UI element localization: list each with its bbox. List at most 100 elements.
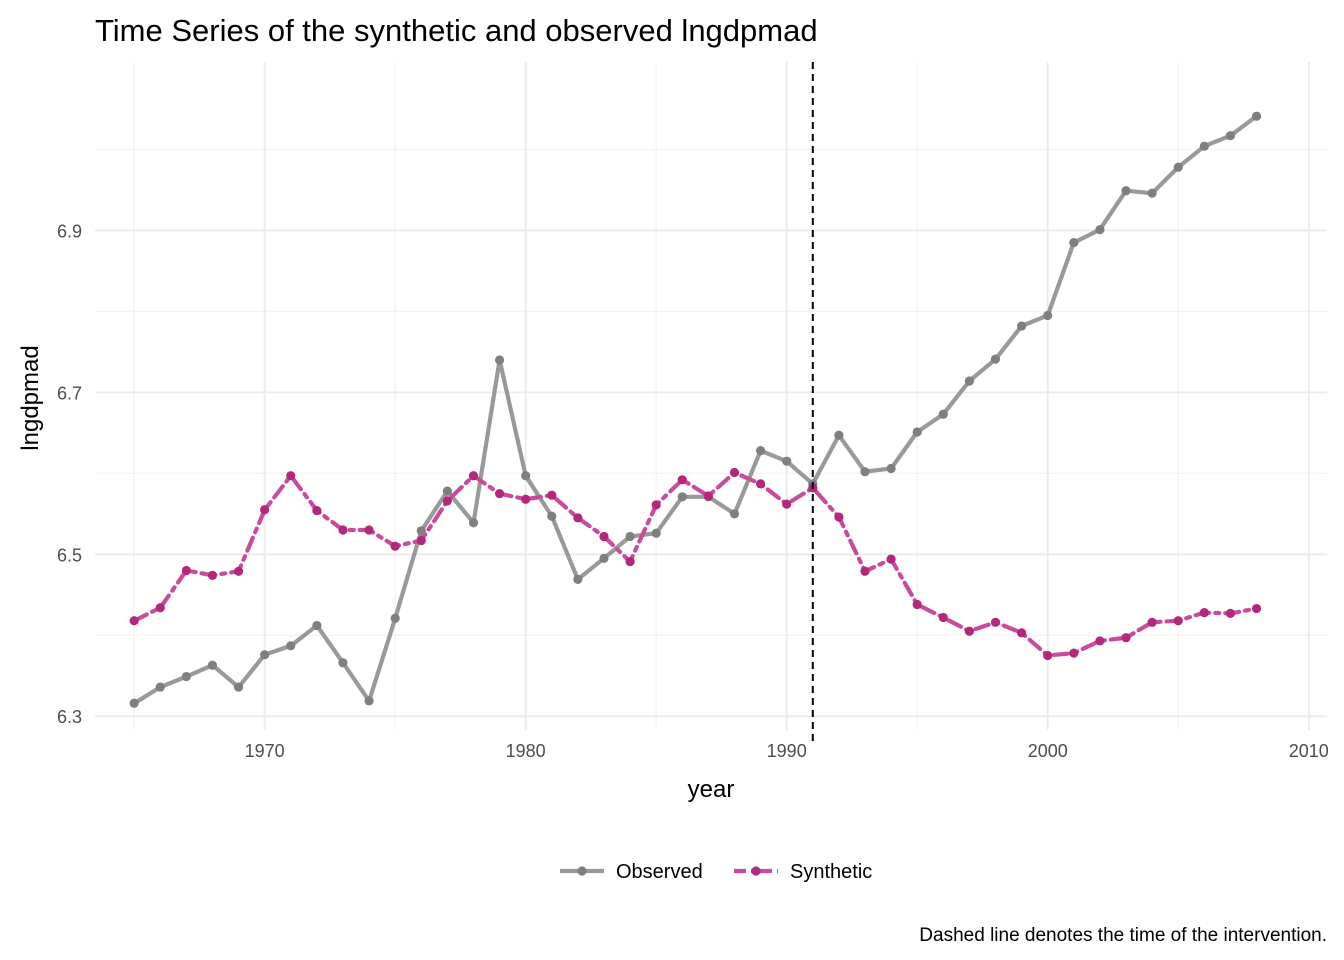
data-point-synthetic: [416, 535, 426, 546]
data-point-synthetic: [573, 513, 583, 523]
data-point-synthetic: [468, 471, 479, 481]
data-point-synthetic: [1095, 636, 1105, 646]
data-point-observed: [1173, 162, 1183, 172]
data-point-observed: [860, 467, 870, 477]
data-point-observed: [547, 511, 557, 521]
data-point-synthetic: [286, 471, 296, 481]
data-point-synthetic: [755, 479, 766, 489]
data-point-observed: [782, 456, 792, 466]
data-point-synthetic: [703, 491, 713, 501]
data-point-observed: [521, 471, 531, 481]
data-point-observed: [260, 650, 270, 660]
data-point-observed: [181, 671, 191, 682]
data-point-synthetic: [260, 505, 270, 515]
series-line-synthetic: [132, 470, 1259, 658]
legend-key-point-synthetic: [751, 866, 761, 876]
data-point-synthetic: [599, 531, 609, 542]
data-point-synthetic: [442, 496, 452, 506]
data-point-observed: [755, 446, 766, 456]
data-point-observed: [1017, 321, 1027, 331]
data-point-observed: [651, 528, 661, 538]
x-tick-label: 1980: [506, 741, 546, 761]
legend: Observed Synthetic: [560, 861, 872, 883]
y-tick-label: 6.9: [57, 221, 82, 241]
data-point-observed: [233, 682, 244, 692]
data-point-observed: [364, 696, 374, 706]
data-point-observed: [1251, 111, 1262, 121]
series-layer: [129, 111, 1262, 708]
data-point-synthetic: [912, 599, 922, 610]
data-point-observed: [573, 574, 583, 584]
data-point-observed: [416, 526, 426, 536]
y-axis-tick-labels: 6.3 6.5 6.7 6.9: [57, 221, 82, 727]
data-point-synthetic: [625, 556, 635, 567]
data-point-observed: [729, 509, 740, 519]
data-point-observed: [625, 531, 635, 542]
x-tick-label: 1970: [245, 741, 285, 761]
legend-label-observed: Observed: [616, 861, 703, 883]
data-point-observed: [494, 355, 505, 365]
chart-title: Time Series of the synthetic and observe…: [95, 13, 818, 48]
data-point-synthetic: [364, 525, 374, 535]
data-point-observed: [1199, 141, 1209, 151]
data-point-synthetic: [155, 603, 165, 613]
data-point-synthetic: [494, 488, 505, 499]
data-point-synthetic: [938, 612, 948, 623]
data-point-observed: [886, 463, 896, 474]
data-point-observed: [834, 430, 844, 440]
data-point-observed: [286, 641, 296, 651]
data-point-synthetic: [312, 505, 322, 516]
x-axis-tick-labels: 1970 1980 1990 2000 2010: [245, 741, 1329, 761]
data-point-observed: [207, 660, 218, 670]
y-tick-label: 6.7: [57, 383, 82, 403]
data-point-observed: [155, 682, 165, 692]
data-point-synthetic: [521, 494, 531, 504]
data-point-synthetic: [1043, 650, 1053, 661]
legend-label-synthetic: Synthetic: [790, 861, 872, 883]
data-point-observed: [1095, 225, 1105, 235]
data-point-observed: [677, 492, 687, 502]
data-point-synthetic: [651, 500, 661, 510]
data-point-observed: [129, 698, 139, 708]
data-point-observed: [1147, 188, 1157, 198]
data-point-observed: [990, 354, 1001, 364]
data-point-observed: [338, 658, 348, 668]
chart-caption: Dashed line denotes the time of the inte…: [919, 925, 1327, 946]
data-point-observed: [312, 620, 322, 631]
data-point-synthetic: [390, 541, 400, 551]
data-point-synthetic: [1069, 648, 1079, 658]
data-point-synthetic: [547, 490, 557, 500]
data-point-observed: [912, 427, 922, 437]
data-point-observed: [1043, 310, 1053, 321]
y-axis-title: lngdpmad: [17, 345, 44, 450]
x-axis-title: year: [688, 776, 735, 803]
data-point-observed: [1069, 237, 1079, 248]
major-gridlines: [95, 62, 1327, 730]
data-point-observed: [964, 376, 975, 386]
data-point-synthetic: [1225, 608, 1236, 619]
data-point-synthetic: [207, 570, 218, 580]
y-tick-label: 6.5: [57, 545, 82, 565]
data-point-synthetic: [1147, 617, 1157, 627]
data-point-synthetic: [1251, 603, 1262, 614]
data-point-synthetic: [729, 467, 740, 478]
data-point-synthetic: [233, 566, 244, 576]
series-line-observed: [132, 114, 1259, 706]
data-point-synthetic: [782, 499, 792, 509]
data-point-synthetic: [677, 475, 687, 485]
minor-gridlines: [95, 62, 1327, 730]
legend-key-point-observed: [577, 866, 587, 876]
data-point-synthetic: [338, 525, 348, 535]
data-point-synthetic: [1199, 607, 1209, 618]
data-point-synthetic: [1173, 616, 1183, 626]
data-point-observed: [599, 553, 609, 563]
x-tick-label: 2000: [1028, 741, 1068, 761]
data-point-synthetic: [1017, 628, 1027, 638]
data-point-observed: [1225, 131, 1236, 141]
y-tick-label: 6.3: [57, 707, 82, 727]
data-point-observed: [1121, 186, 1131, 196]
x-tick-label: 2010: [1289, 741, 1329, 761]
data-point-synthetic: [129, 616, 139, 626]
data-point-synthetic: [181, 565, 191, 576]
data-point-observed: [938, 409, 948, 419]
